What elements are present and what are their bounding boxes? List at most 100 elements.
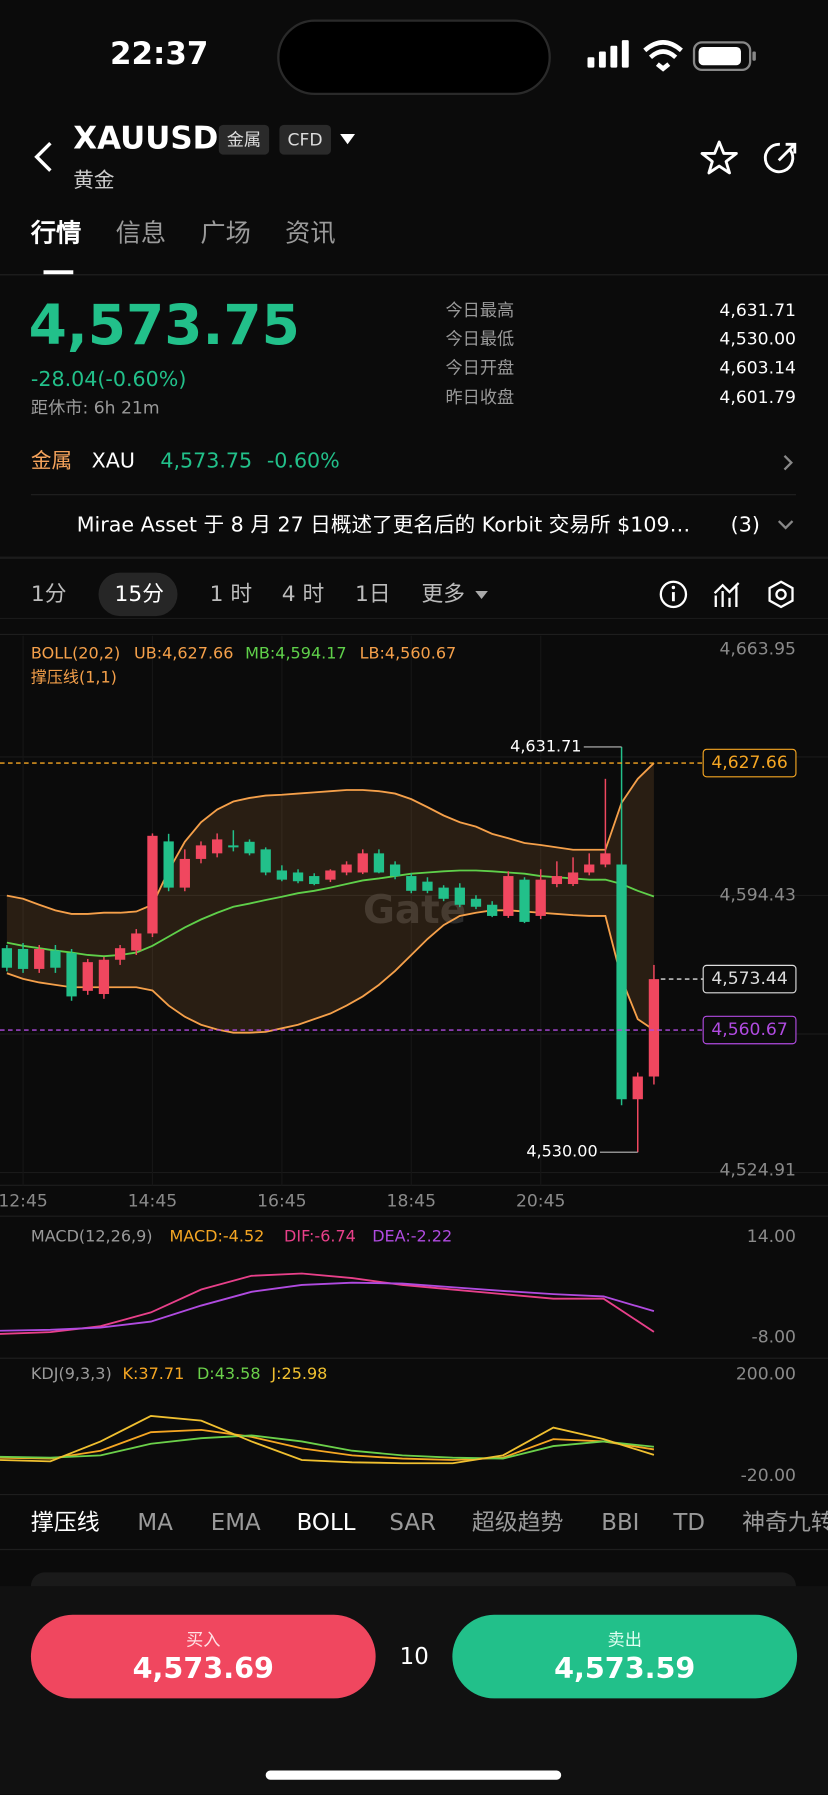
candle-body	[17, 948, 29, 969]
tab[interactable]: 广场	[200, 219, 251, 249]
stat-value: 4,631.71	[719, 300, 796, 321]
y-tick-label: 4,663.95	[720, 639, 796, 659]
extreme-label: 4,631.71	[510, 736, 581, 755]
candle-body	[551, 876, 563, 885]
candle-body	[600, 853, 611, 865]
settings-glyph	[775, 588, 787, 601]
buy-price: 4,573.69	[132, 1651, 274, 1685]
indicator-button[interactable]	[713, 582, 740, 607]
stat-value: 4,603.14	[719, 357, 796, 378]
candle-body	[567, 872, 579, 885]
stat-value: 4,530.00	[719, 328, 796, 350]
candle-body	[648, 979, 660, 1077]
candle-body	[389, 864, 401, 877]
close-countdown: 距休市: 6h 21m	[30, 397, 160, 419]
related-price[interactable]: 4,573.75	[160, 449, 253, 474]
tab[interactable]: 资讯	[285, 219, 336, 249]
divider	[0, 556, 828, 559]
legend-item: DEA:-2.22	[372, 1226, 452, 1245]
indicator-tab[interactable]: 超级趋势	[471, 1508, 564, 1536]
spread: 10	[399, 1642, 429, 1670]
legend-item: KDJ(9,3,3)	[31, 1364, 112, 1383]
candle-body	[114, 948, 126, 960]
sell-button[interactable]: 卖出 4,573.59	[452, 1614, 798, 1699]
interval-selected[interactable]: 15分	[114, 581, 164, 607]
indicator-tab[interactable]: TD	[673, 1508, 706, 1536]
legend-item: 撑压线(1,1)	[31, 667, 117, 686]
home-indicator	[265, 1770, 562, 1780]
related-change[interactable]: -0.60%	[266, 449, 340, 474]
indicator-tab[interactable]: MA	[137, 1508, 173, 1536]
status-time: 22:37	[109, 36, 209, 72]
chevron-down[interactable]	[777, 520, 794, 530]
interval-selected-bg	[98, 572, 178, 617]
related-symbol[interactable]: XAU	[91, 449, 135, 474]
symbol: XAUUSD	[73, 121, 219, 157]
tab[interactable]: 信息	[115, 219, 167, 249]
share-button[interactable]	[763, 142, 797, 174]
favorite-button[interactable]	[700, 140, 738, 175]
boll-lower	[6, 909, 655, 1034]
price-tag	[702, 1015, 797, 1045]
y-tick-label: 4,524.91	[720, 1160, 796, 1180]
y-tick-label: -20.00	[741, 1466, 796, 1486]
tab[interactable]: 行情	[30, 219, 82, 249]
interval[interactable]: 1 时	[209, 581, 253, 607]
candle-body	[454, 887, 465, 905]
news-count[interactable]: (3)	[730, 513, 760, 538]
x-tick-label: 16:45	[257, 1191, 306, 1211]
buy-label: 买入	[186, 1629, 221, 1651]
candle-body	[292, 872, 304, 882]
buy-button[interactable]: 买入 4,573.69	[30, 1614, 376, 1699]
legend-item: LB:4,560.67	[360, 643, 457, 662]
symbol-tag: 金属	[218, 124, 270, 155]
last-price: 4,573.75	[28, 293, 300, 358]
indicator-tab[interactable]: 撑压线	[30, 1508, 100, 1536]
candle-body	[244, 841, 255, 854]
news-headline[interactable]: Mirae Asset 于 8 月 27 日概述了更名后的 Korbit 交易所…	[76, 513, 691, 538]
boll-middle	[6, 869, 655, 958]
symbol-tag: CFD	[279, 124, 331, 155]
battery-icon	[692, 41, 752, 72]
price-tag-label: 4,560.67	[711, 1020, 787, 1040]
more-arrow[interactable]	[475, 590, 488, 599]
indicator-line	[0, 1428, 655, 1461]
interval[interactable]: 1分	[30, 581, 67, 607]
candle-body	[163, 841, 174, 888]
candle-body	[373, 853, 385, 873]
y-tick-label: 200.00	[736, 1364, 796, 1384]
band-fill	[6, 763, 654, 1033]
settings-button[interactable]	[768, 580, 794, 609]
wifi-icon	[643, 40, 683, 72]
x-tick-label: 20:45	[516, 1191, 565, 1211]
legend-item: UB:4,627.66	[134, 643, 233, 662]
interval[interactable]: 4 时	[281, 581, 325, 607]
back-button[interactable]	[34, 141, 52, 172]
x-tick-label: 12:45	[0, 1191, 48, 1211]
legend-item: MACD:-4.52	[169, 1226, 264, 1245]
price-tag	[702, 964, 797, 994]
legend-item: K:37.71	[123, 1364, 185, 1383]
candle-body	[82, 962, 93, 991]
indicator-tab[interactable]: BBI	[601, 1508, 640, 1536]
watermark: Gate	[363, 888, 466, 933]
related-category[interactable]: 金属	[30, 449, 73, 474]
candle-body	[535, 879, 546, 916]
tab-indicator	[43, 270, 74, 275]
interval-more[interactable]: 更多	[421, 581, 465, 607]
info-glyph	[671, 585, 676, 590]
candle-body	[212, 839, 223, 854]
indicator-tab[interactable]: SAR	[389, 1508, 436, 1536]
chevron-right[interactable]	[783, 454, 793, 471]
battery-cap	[752, 51, 756, 61]
dropdown-arrow[interactable]	[340, 133, 356, 145]
indicator-tab[interactable]: 神奇九转	[742, 1508, 828, 1536]
info-button[interactable]	[659, 580, 688, 609]
price-change: -28.04(-0.60%)	[30, 367, 187, 392]
interval[interactable]: 1日	[355, 581, 391, 607]
legend-item: MB:4,594.17	[245, 643, 347, 662]
indicator-tab[interactable]: EMA	[210, 1508, 261, 1536]
boll-upper	[6, 762, 655, 915]
indicator-tab[interactable]: BOLL	[296, 1508, 356, 1536]
indicator-line	[0, 1415, 655, 1465]
